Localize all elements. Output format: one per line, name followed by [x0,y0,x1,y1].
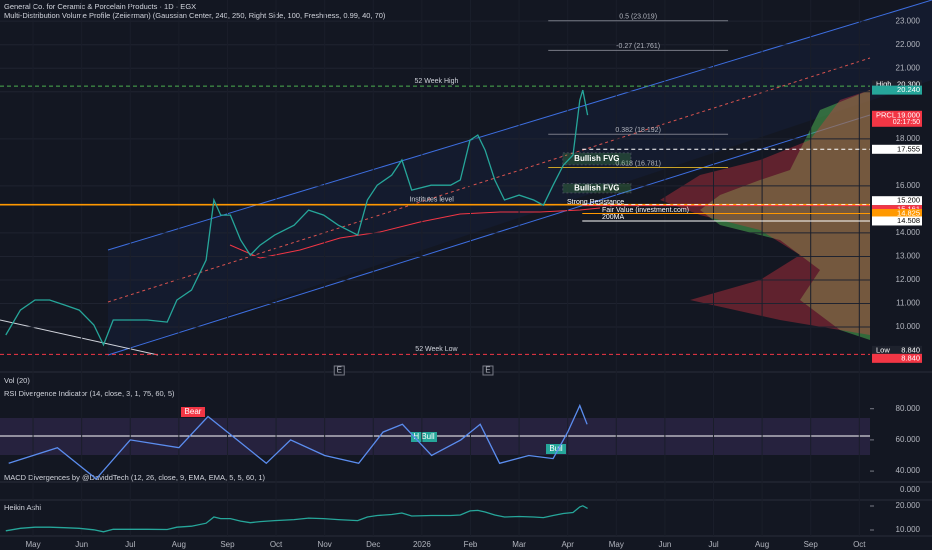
y-tick-label: 23.000 [896,16,921,25]
price-tag [872,353,922,363]
x-tick-label: May [609,540,624,549]
pane-title: RSI Divergence Indicator (14, close, 3, … [4,389,175,398]
y-tick-label: 16.000 [896,181,921,190]
rsi-line [8,403,588,480]
y-tick-label: 20.000 [896,501,921,510]
x-tick-label: Jun [658,540,671,549]
channel-fill [108,0,932,355]
y-tick-label: 21.000 [896,63,921,72]
x-tick-label: Oct [853,540,866,549]
x-tick-label: Oct [270,540,283,549]
y-tick-label: 10.000 [896,525,921,534]
price-tag-label: 20.240 [897,85,920,94]
price-tag-sub: 02:17:50 [893,119,920,126]
price-tag-label: 14.508 [897,216,920,225]
fvg-zone [562,183,632,194]
y-tick-label: 10.000 [896,322,921,331]
price-tag [872,80,922,90]
event-label: E [485,366,490,375]
price-tag [872,144,922,154]
fvg-label: Bullish FVG [574,154,619,163]
y-tick-label: 11.000 [896,299,920,308]
fib-label: 0.382 (18.192) [615,127,661,134]
price-tag [872,216,922,226]
price-tag-label: 8.840 [901,345,920,354]
y-tick-label: 13.000 [896,252,921,261]
x-tick-label: Jul [125,540,135,549]
event-box [482,365,494,376]
x-tick-label: Aug [755,540,769,549]
pane-title: Vol (20) [4,376,30,385]
x-tick-label: 2026 [413,540,431,549]
trend-line [0,319,159,356]
channel-mid [107,57,871,303]
y-tick-label: 80.000 [896,404,921,413]
x-tick-label: Sep [804,540,819,549]
event-box [333,365,345,376]
x-tick-label: Feb [464,540,478,549]
x-tick-label: Jun [75,540,88,549]
fib-label: 0.618 (16.781) [615,160,661,167]
x-tick-label: May [25,540,40,549]
fib-label: 0.5 (23.019) [619,14,657,21]
x-tick-label: Sep [220,540,235,549]
pane-title: Heikin Ashi [4,503,41,512]
price-tag [872,196,922,206]
price-tag-label: 20.300 [897,80,920,89]
signal-box [181,407,205,417]
channel-upper [107,0,932,251]
x-tick-label: Nov [318,540,332,549]
signal-label: H Bull [413,432,435,441]
signal-label: Bear [185,407,202,416]
x-tick-label: Jul [708,540,718,549]
ma-line [229,207,601,259]
fvg-label: Bullish FVG [574,183,619,192]
heikin-ashi-line [5,505,588,533]
fib-label: -0.27 (21.761) [616,43,660,50]
volume-profile [660,90,870,335]
annotation: Fair Value (investment.com) [602,207,689,214]
price-tag [872,209,922,219]
fvg-zone [562,152,632,166]
signal-label: Bull [549,444,563,453]
level-label: 52 Week Low [415,346,458,353]
x-tick-label: Dec [366,540,380,549]
price-tag-label: 14.825 [897,209,920,218]
price-tag-label: 8.840 [901,353,920,362]
x-tick-label: Mar [512,540,526,549]
price-tag-name: High [876,80,891,89]
signal-box [546,444,566,454]
level-label: Institutes level [409,197,454,204]
pane-title: MACD Divergences by @DaviddTech (12, 26,… [4,473,266,482]
price-tag [872,85,922,95]
header-indicator: Multi-Distribution Volume Profile (Zeiie… [4,11,386,20]
x-tick-label: Apr [561,540,574,549]
price-line [5,89,589,347]
signal-box [411,432,437,442]
y-tick-label: 14.000 [896,228,921,237]
level-label: 52 Week High [415,78,459,85]
price-tag [872,110,922,127]
y-tick-label: 40.000 [896,466,921,475]
y-tick-label: 12.000 [896,275,921,284]
y-tick-label: 60.000 [896,435,921,444]
price-tag [872,345,922,355]
annotation: 200MA [602,214,625,221]
y-tick-label: 0.000 [900,485,921,494]
price-tag-label: 17.555 [897,144,920,153]
header-title: General Co. for Ceramic & Porcelain Prod… [4,2,196,11]
annotation: Strong Resistance [567,199,624,206]
price-tag-label: 15.200 [897,196,920,205]
event-label: E [337,366,342,375]
price-tag-label: 19.000 [897,110,920,119]
channel-lower [107,114,871,356]
price-tag-name: Low [876,345,890,354]
volume-profile [700,90,870,340]
y-tick-label: 22.000 [896,40,921,49]
x-tick-label: Aug [172,540,186,549]
price-tag-name: PRCL [876,110,896,119]
y-tick-label: 18.000 [896,134,921,143]
